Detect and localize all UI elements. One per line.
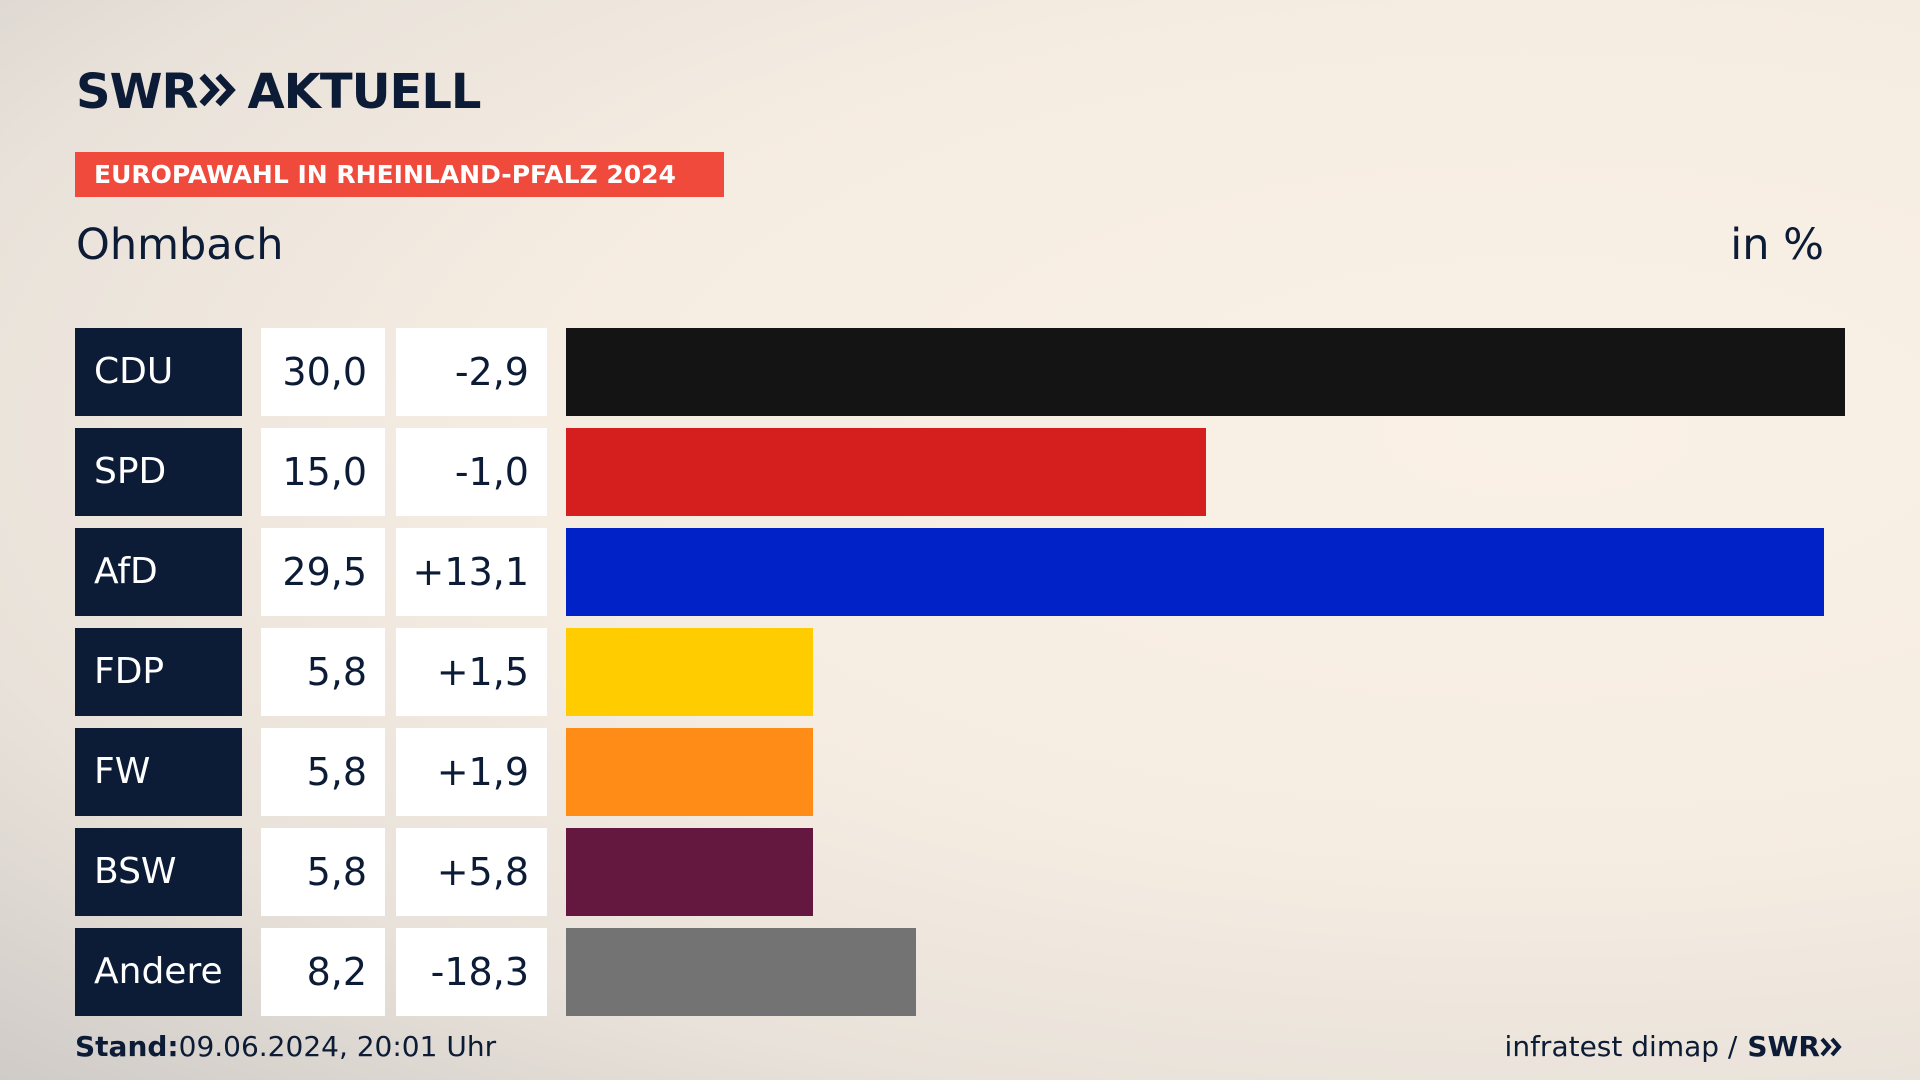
change-label: +5,8 [396,828,547,916]
stand-value: 09.06.2024, 20:01 Uhr [178,1030,497,1063]
result-row: FDP 5,8 +1,5 [0,628,1920,716]
party-label: AfD [75,528,242,616]
party-label: BSW [75,828,242,916]
change-label: +1,9 [396,728,547,816]
chevrons-small-icon [1820,1037,1842,1056]
vote-share-label: 5,8 [261,628,385,716]
result-bar [566,428,1206,516]
change-label: -2,9 [396,328,547,416]
logo-swr: SWR [76,64,198,120]
change-label: +1,5 [396,628,547,716]
swr-mini-text: SWR [1747,1030,1820,1063]
vote-share-label: 29,5 [261,528,385,616]
vote-share-label: 30,0 [261,328,385,416]
swr-aktuell-logo: SWR AKTUELL [76,64,482,120]
location-title: Ohmbach [76,220,284,270]
source-credit: infratest dimap / SWR [1505,1030,1844,1063]
result-bar [566,828,813,916]
result-bar [566,528,1824,616]
result-row: BSW 5,8 +5,8 [0,828,1920,916]
vote-share-label: 5,8 [261,828,385,916]
party-label: FDP [75,628,242,716]
result-bar [566,928,916,1016]
party-label: CDU [75,328,242,416]
swr-mini-logo: SWR [1747,1030,1844,1063]
result-bar [566,328,1845,416]
vote-share-label: 8,2 [261,928,385,1016]
result-row: Andere 8,2 -18,3 [0,928,1920,1016]
chevrons-icon [199,64,237,120]
unit-label: in % [1730,220,1824,270]
vote-share-label: 15,0 [261,428,385,516]
vote-share-label: 5,8 [261,728,385,816]
change-label: -18,3 [396,928,547,1016]
logo-aktuell: AKTUELL [247,64,481,120]
result-row: FW 5,8 +1,9 [0,728,1920,816]
source-text: infratest dimap / [1504,1030,1738,1063]
election-banner: EUROPAWAHL IN RHEINLAND-PFALZ 2024 [75,152,724,197]
timestamp: Stand:09.06.2024, 20:01 Uhr [75,1030,496,1063]
party-label: FW [75,728,242,816]
change-label: +13,1 [396,528,547,616]
change-label: -1,0 [396,428,547,516]
party-label: Andere [75,928,242,1016]
party-label: SPD [75,428,242,516]
result-bar [566,628,813,716]
result-bar [566,728,813,816]
stand-label: Stand: [75,1030,179,1063]
result-row: SPD 15,0 -1,0 [0,428,1920,516]
result-row: AfD 29,5 +13,1 [0,528,1920,616]
result-row: CDU 30,0 -2,9 [0,328,1920,416]
